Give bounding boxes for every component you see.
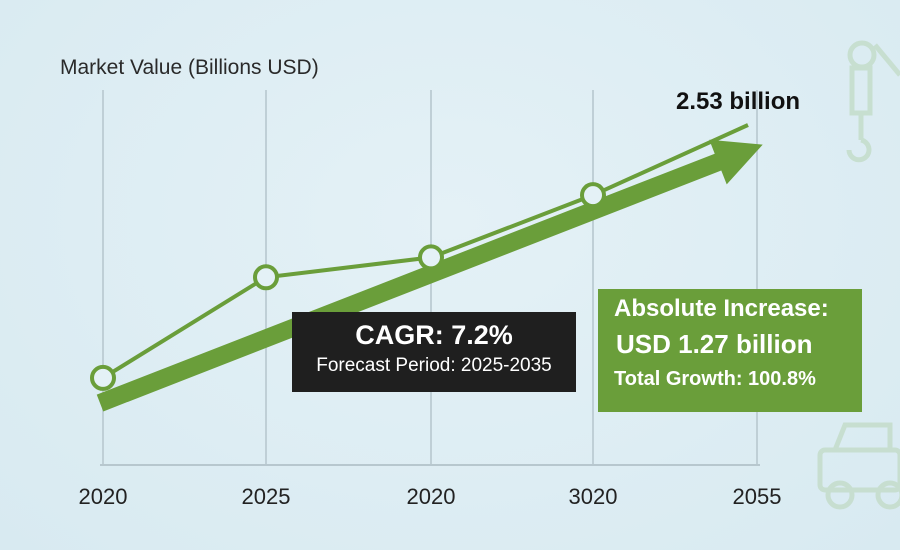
absolute-increase-value: USD 1.27 billion: [616, 329, 813, 359]
x-tick-label: 2020: [78, 484, 128, 509]
absolute-increase-box: Absolute Increase: USD 1.27 billion Tota…: [598, 289, 862, 412]
x-tick-label: 2020: [406, 484, 456, 509]
cagr-value: CAGR: 7.2%: [355, 320, 513, 350]
x-tick-label: 3020: [568, 484, 618, 509]
data-point-3: [580, 182, 606, 209]
x-tick-label: 2055: [732, 484, 782, 509]
crane-hook-icon: [846, 40, 900, 163]
data-point-0: [90, 364, 116, 391]
y-axis-label: Market Value (Billions USD): [60, 56, 319, 79]
forecast-period: Forecast Period: 2025-2035: [316, 355, 552, 376]
truck-icon: [817, 422, 900, 510]
data-point-1: [253, 264, 279, 291]
cagr-box: CAGR: 7.2% Forecast Period: 2025-2035: [292, 312, 576, 392]
absolute-increase-label: Absolute Increase:: [614, 295, 829, 322]
x-tick-label: 2025: [241, 484, 291, 509]
end-value-label: 2.53 billion: [676, 88, 801, 115]
total-growth: Total Growth: 100.8%: [614, 368, 816, 390]
data-point-2: [418, 244, 444, 271]
